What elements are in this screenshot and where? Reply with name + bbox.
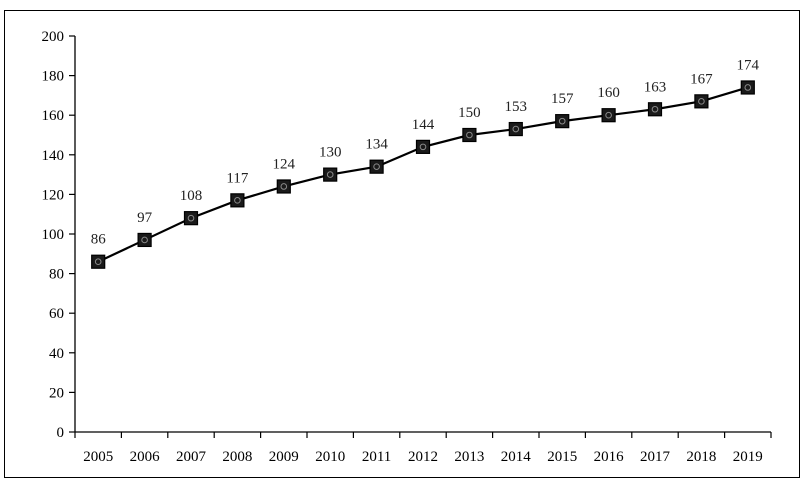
- x-tick-label: 2019: [733, 449, 763, 465]
- data-label: 144: [412, 117, 435, 133]
- y-tick-label: 80: [49, 267, 64, 283]
- data-marker-inner: [187, 214, 195, 222]
- data-marker-inner: [373, 163, 380, 170]
- y-axis-ticks: 0 20 40 60 80 100 120 140 160 180 200: [42, 29, 75, 441]
- data-label: 108: [180, 188, 203, 204]
- data-marker-inner: [558, 117, 566, 125]
- data-marker-inner: [651, 105, 659, 113]
- data-marker: [415, 139, 431, 154]
- data-marker: [276, 179, 291, 194]
- data-marker-inner: [94, 258, 102, 266]
- data-label: 130: [319, 145, 342, 161]
- data-marker: [740, 80, 755, 95]
- x-tick-label: 2005: [83, 449, 113, 465]
- y-tick-label: 200: [42, 29, 65, 45]
- data-marker: [601, 108, 616, 123]
- data-marker: [369, 159, 384, 174]
- data-label: 163: [644, 79, 667, 95]
- data-marker: [323, 167, 338, 182]
- data-label: 150: [458, 105, 481, 121]
- data-marker: [230, 193, 245, 208]
- data-marker: [694, 94, 709, 109]
- data-marker-inner: [326, 171, 334, 178]
- x-tick-label: 2007: [176, 449, 207, 465]
- data-marker: [647, 102, 663, 117]
- data-label: 117: [226, 170, 248, 186]
- data-marker: [508, 121, 523, 137]
- x-tick-label: 2010: [315, 449, 345, 465]
- data-marker-inner: [744, 84, 752, 91]
- data-label: 124: [273, 156, 296, 172]
- x-tick-label: 2013: [454, 449, 484, 465]
- data-marker: [555, 114, 570, 129]
- data-marker-inner: [698, 98, 705, 105]
- data-label: 167: [690, 71, 713, 87]
- x-axis-ticks: 2005 2006 2007 2008 2009 2010 2011 2012 2013 2014…: [74, 432, 772, 465]
- data-marker-inner: [605, 111, 612, 119]
- x-tick-label: 2008: [222, 449, 252, 465]
- y-tick-label: 140: [42, 148, 65, 164]
- y-tick-label: 100: [42, 227, 65, 243]
- x-tick-label: 2018: [686, 449, 716, 465]
- data-label: 160: [597, 85, 620, 101]
- data-marker-inner: [141, 236, 148, 244]
- data-label: 153: [505, 99, 528, 115]
- data-label: 134: [365, 137, 388, 153]
- x-tick-label: 2017: [640, 449, 671, 465]
- y-tick-label: 20: [49, 385, 64, 401]
- x-tick-label: 2006: [130, 449, 161, 465]
- y-tick-label: 120: [42, 187, 65, 203]
- data-marker-inner: [280, 183, 288, 190]
- data-marker-inner: [234, 197, 241, 204]
- axes: [74, 36, 771, 433]
- y-tick-label: 180: [42, 69, 65, 85]
- y-tick-label: 160: [42, 108, 65, 124]
- data-labels: 86 97 108 117 124 130 134 144 150 153 157 160 163 167…: [91, 57, 760, 247]
- data-marker: [462, 127, 477, 143]
- data-marker-inner: [419, 143, 427, 151]
- x-tick-label: 2012: [408, 449, 438, 465]
- data-marker: [137, 232, 152, 248]
- data-label: 97: [137, 210, 153, 226]
- y-tick-label: 0: [57, 425, 65, 441]
- x-tick-label: 2011: [362, 449, 391, 465]
- x-tick-label: 2015: [547, 449, 577, 465]
- x-tick-label: 2016: [594, 449, 625, 465]
- data-label: 174: [737, 57, 760, 73]
- y-tick-label: 60: [49, 306, 64, 322]
- data-marker-inner: [512, 125, 520, 133]
- y-tick-label: 40: [49, 346, 64, 362]
- data-marker: [91, 254, 106, 269]
- x-tick-label: 2014: [501, 449, 532, 465]
- x-tick-label: 2009: [269, 449, 299, 465]
- data-marker-inner: [466, 131, 473, 139]
- data-marker: [183, 211, 199, 226]
- data-markers: [91, 80, 755, 269]
- data-label: 157: [551, 91, 574, 107]
- data-label: 86: [91, 232, 107, 248]
